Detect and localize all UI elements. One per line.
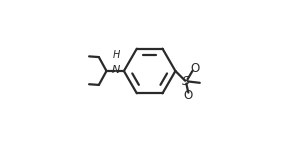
Text: S: S <box>182 75 190 88</box>
Text: O: O <box>183 89 193 102</box>
Text: H: H <box>112 50 120 60</box>
Text: N: N <box>112 65 120 75</box>
Text: O: O <box>190 62 200 75</box>
